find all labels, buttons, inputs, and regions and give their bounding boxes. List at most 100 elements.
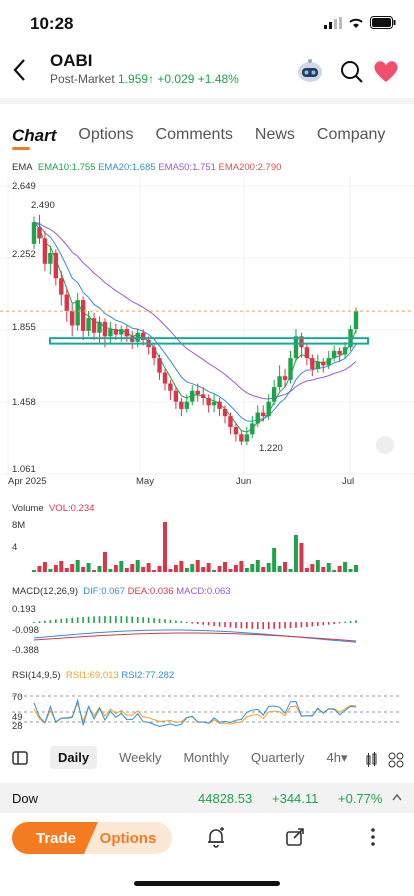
- index-name: Dow: [12, 791, 39, 806]
- volume-bar: [53, 565, 58, 572]
- candle-body: [200, 394, 206, 399]
- reset-view-icon[interactable]: [376, 436, 394, 454]
- macd-histogram-bar: [349, 621, 352, 623]
- volume-bar: [75, 560, 80, 572]
- chevron-up-icon[interactable]: [392, 793, 402, 801]
- tab-comments[interactable]: Comments: [155, 126, 233, 143]
- volume-bar: [266, 563, 271, 572]
- index-ticker-bar[interactable]: Dow 44828.53 +344.11 +0.77%: [0, 783, 414, 813]
- volume-bar: [42, 562, 47, 572]
- rsi-axis-label: 49: [12, 712, 23, 723]
- macd-histogram-bar: [142, 617, 144, 623]
- candle-body: [64, 294, 69, 311]
- candle-type-icon[interactable]: [366, 752, 378, 768]
- period-monthly[interactable]: Monthly: [183, 750, 229, 765]
- volume-bar: [48, 569, 53, 572]
- candle-body: [293, 336, 299, 359]
- macd-axis-label: -0.388: [12, 645, 39, 656]
- candle-body: [315, 361, 320, 369]
- candle-body: [211, 401, 217, 406]
- volume-bar: [250, 564, 255, 572]
- candle-body: [59, 278, 64, 295]
- price-axis-label: 1.855: [12, 322, 36, 333]
- tab-news[interactable]: News: [254, 126, 295, 143]
- candle-body: [228, 416, 233, 428]
- share-icon[interactable]: [284, 826, 306, 848]
- tab-company[interactable]: Company: [316, 126, 386, 143]
- more-options-icon[interactable]: [368, 826, 378, 848]
- macd-histogram-bar: [229, 622, 232, 628]
- volume-bar: [113, 565, 118, 572]
- macd-histogram-bar: [55, 619, 57, 623]
- volume-bar: [195, 560, 200, 572]
- period-4h[interactable]: 4h▾: [326, 749, 348, 765]
- ema-lines: [33, 221, 357, 433]
- volume-bar: [102, 552, 107, 572]
- volume-legend: Volume VOL:0.234: [12, 503, 95, 514]
- macd-histogram-bar: [202, 622, 204, 625]
- volume-bar: [190, 564, 195, 572]
- volume-bar: [108, 569, 113, 572]
- search-icon[interactable]: [338, 58, 366, 84]
- favorite-heart-icon[interactable]: [372, 58, 400, 84]
- macd-histogram-bar: [338, 622, 341, 624]
- ema10-line: [33, 221, 357, 433]
- candle-body: [53, 252, 59, 279]
- volume-bar: [173, 565, 178, 572]
- volume-bar: [146, 563, 151, 572]
- tab-chart[interactable]: Chart: [12, 126, 56, 150]
- volume-bar: [326, 563, 331, 572]
- volume-bar: [348, 569, 353, 572]
- home-indicator: [134, 881, 280, 886]
- candle-body: [255, 412, 260, 424]
- volume-bar: [179, 561, 184, 572]
- candle-body: [337, 350, 342, 355]
- price-alert-bell-icon[interactable]: [205, 826, 227, 848]
- candle-body: [304, 347, 310, 359]
- macd-histogram-bar: [33, 622, 35, 623]
- volume-bar: [37, 566, 42, 572]
- candle-body: [42, 238, 48, 264]
- candle-body: [184, 401, 190, 409]
- candle-body: [113, 329, 119, 335]
- low-annotation: 1.220: [259, 443, 283, 454]
- candlestick-chart[interactable]: [0, 176, 414, 486]
- macd-histogram-bar: [76, 617, 79, 623]
- macd-histogram-bar: [355, 620, 357, 623]
- volume-bar: [92, 570, 97, 572]
- volume-bar: [206, 563, 211, 572]
- period-weekly[interactable]: Weekly: [119, 750, 162, 765]
- volume-bar: [255, 560, 260, 572]
- index-change: +344.11: [272, 791, 319, 806]
- candle-body: [86, 318, 91, 331]
- post-market-change-pct: +1.48%: [197, 72, 239, 86]
- macd-histogram-bar: [278, 622, 281, 629]
- volume-bar: [343, 562, 348, 572]
- status-time: 10:28: [30, 14, 74, 33]
- date-axis-label: May: [136, 476, 154, 487]
- robot-assistant-icon[interactable]: [296, 58, 324, 84]
- period-daily[interactable]: Daily: [50, 746, 98, 769]
- price-axis-label: 1.458: [12, 397, 36, 408]
- stock-tabs: Chart Options Comments News Company: [12, 126, 386, 150]
- options-button[interactable]: Options: [84, 822, 172, 854]
- macd-histogram-bar: [224, 622, 226, 628]
- grid-menu-icon[interactable]: [388, 752, 404, 768]
- volume-bar: [288, 569, 293, 572]
- candle-body: [261, 412, 266, 417]
- macd-histogram-bar: [164, 619, 166, 623]
- tab-options[interactable]: Options: [78, 126, 134, 143]
- candle-body: [151, 347, 157, 359]
- back-icon[interactable]: [8, 56, 32, 84]
- session-label: Post-Market: [50, 72, 115, 86]
- battery-icon: [370, 16, 396, 29]
- volume-bar: [201, 567, 206, 572]
- volume-bar: [119, 561, 124, 572]
- candle-body: [310, 358, 315, 369]
- macd-histogram-bar: [311, 622, 314, 627]
- layout-toggle-icon[interactable]: [12, 750, 28, 766]
- candle-body: [157, 358, 162, 373]
- period-quarterly[interactable]: Quarterly: [251, 750, 305, 765]
- candle-body: [288, 358, 293, 380]
- trade-button[interactable]: Trade: [12, 822, 100, 854]
